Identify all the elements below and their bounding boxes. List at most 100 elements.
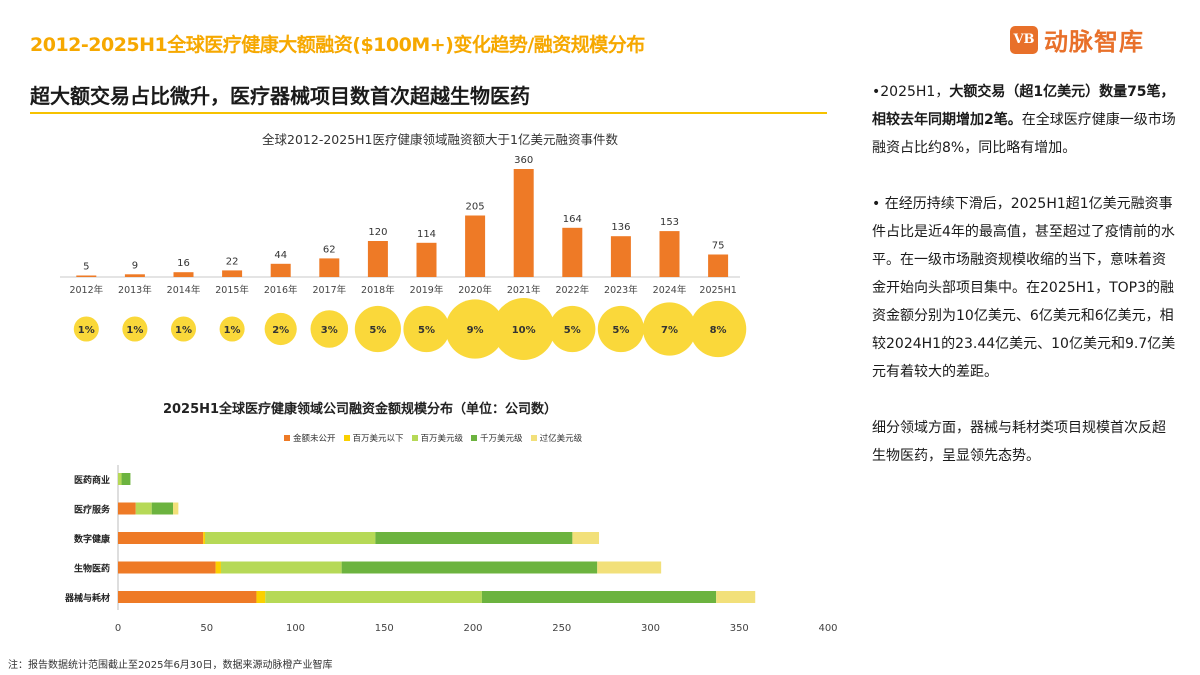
share-bubble bbox=[170, 316, 197, 342]
share-bubble bbox=[122, 316, 148, 342]
bar-value-label: 22 bbox=[226, 256, 239, 267]
share-label: 8% bbox=[710, 325, 727, 336]
share-bubble bbox=[689, 300, 747, 358]
commentary-paragraph-3: 细分领域方面，器械与耗材类项目规模首次反超生物医药，呈显领先态势。 bbox=[872, 420, 1166, 464]
bar-segment bbox=[118, 561, 216, 574]
bar bbox=[124, 274, 145, 277]
bar-segment bbox=[572, 532, 600, 544]
bar-value-label: 9 bbox=[132, 260, 138, 271]
bar-value-label: 136 bbox=[611, 222, 630, 233]
legend-label: 百万美元级 bbox=[420, 434, 464, 444]
share-label: 7% bbox=[661, 325, 678, 336]
funding-count-chart: 5 2012年 1% 9 2013年 1% 16 2014年 1% 22 2015年 1% 44 2016… bbox=[60, 155, 747, 360]
legend-label: 过亿美元级 bbox=[539, 434, 583, 444]
share-label: 1% bbox=[126, 325, 143, 336]
x-tick-label: 2021年 bbox=[507, 284, 541, 296]
share-bubble bbox=[549, 305, 596, 353]
bar-segment bbox=[597, 561, 662, 574]
share-bubble bbox=[403, 305, 450, 353]
bar-segment bbox=[121, 473, 131, 485]
x-tick-label: 2013年 bbox=[118, 284, 152, 296]
x-tick-label: 2017年 bbox=[312, 284, 346, 296]
logo-icon: VB bbox=[1010, 25, 1038, 54]
share-bubble bbox=[219, 316, 245, 342]
bar-value-label: 205 bbox=[466, 202, 485, 213]
bar-segment bbox=[215, 561, 221, 574]
bar-value-label: 16 bbox=[177, 258, 190, 269]
bar-segment bbox=[220, 561, 342, 574]
bar-segment bbox=[256, 591, 266, 603]
bar bbox=[173, 272, 194, 277]
subtitle-divider bbox=[30, 112, 827, 114]
x-tick-label: 2024年 bbox=[653, 284, 687, 296]
bar-segment bbox=[716, 591, 756, 603]
legend-item: 千万美元级 bbox=[471, 432, 523, 444]
commentary-1-lead: •2025H1， bbox=[872, 84, 950, 100]
bar-value-label: 44 bbox=[274, 250, 287, 261]
x-tick-label: 2015年 bbox=[215, 284, 249, 296]
x-tick-label: 300 bbox=[641, 623, 660, 634]
share-bubble bbox=[73, 316, 99, 342]
bar bbox=[416, 242, 437, 277]
share-bubble bbox=[597, 305, 644, 353]
legend-item: 百万美元以下 bbox=[343, 432, 404, 444]
y-category-label: 生物医药 bbox=[74, 563, 110, 575]
share-label: 2% bbox=[272, 325, 289, 336]
legend-item: 过亿美元级 bbox=[530, 432, 583, 444]
share-label: 5% bbox=[418, 325, 435, 336]
logo-text: 动脉智库 bbox=[1044, 28, 1144, 56]
bar-segment bbox=[204, 532, 376, 544]
bar-value-label: 153 bbox=[660, 217, 679, 228]
share-label: 1% bbox=[224, 325, 241, 336]
bar bbox=[562, 227, 583, 277]
bar-segment bbox=[173, 502, 179, 515]
legend-swatch bbox=[471, 435, 478, 441]
page-title: 2012-2025H1全球医疗健康大额融资($100M+)变化趋势/融资规模分布 bbox=[30, 34, 645, 56]
bar-segment bbox=[135, 502, 152, 515]
x-tick-label: 200 bbox=[463, 623, 482, 634]
bar-value-label: 120 bbox=[368, 227, 387, 238]
share-bubble bbox=[492, 298, 555, 360]
x-tick-label: 100 bbox=[286, 623, 305, 634]
x-tick-label: 250 bbox=[552, 623, 571, 634]
bar bbox=[513, 169, 534, 277]
bar-segment bbox=[203, 532, 205, 544]
chart2-title: 2025H1全球医疗健康领域公司融资金额规模分布（单位：公司数） bbox=[162, 402, 558, 417]
bar-value-label: 164 bbox=[563, 214, 582, 225]
x-tick-label: 2014年 bbox=[167, 284, 201, 296]
legend-label: 千万美元级 bbox=[480, 434, 523, 444]
share-bubble bbox=[445, 299, 505, 359]
bar-segment bbox=[118, 502, 136, 515]
legend-swatch bbox=[530, 435, 537, 441]
bar-segment bbox=[118, 591, 257, 603]
bar bbox=[222, 270, 243, 277]
share-bubble bbox=[642, 302, 697, 356]
footnote: 注：报告数据统计范围截止至2025年6月30日，数据来源动脉橙产业智库 bbox=[8, 660, 333, 671]
bar-value-label: 114 bbox=[417, 229, 436, 240]
x-tick-label: 2023年 bbox=[604, 284, 638, 296]
share-label: 10% bbox=[512, 325, 536, 336]
share-label: 5% bbox=[369, 325, 386, 336]
share-bubble bbox=[310, 310, 349, 348]
bar-segment bbox=[118, 473, 122, 485]
commentary-1-tail: 在全球医疗健康一级市场融资占比约8%，同比略有增加。 bbox=[872, 112, 1176, 156]
bar-segment bbox=[265, 591, 482, 603]
x-tick-label: 2020年 bbox=[458, 284, 492, 296]
legend-item: 百万美元级 bbox=[411, 432, 464, 444]
y-category-label: 医药商业 bbox=[74, 474, 110, 486]
share-label: 1% bbox=[175, 325, 192, 336]
y-category-label: 医疗服务 bbox=[74, 504, 111, 516]
bar bbox=[610, 236, 631, 277]
share-label: 5% bbox=[564, 325, 581, 336]
page-subtitle: 超大额交易占比微升，医疗器械项目数首次超越生物医药 bbox=[30, 84, 530, 108]
share-label: 1% bbox=[78, 325, 95, 336]
funding-scale-chart: 0 50 100 150 200 250 300 350 400 医药商业医疗服务数字健康生物医药… bbox=[64, 465, 838, 634]
bar bbox=[319, 258, 340, 277]
bar bbox=[659, 231, 680, 277]
legend-label: 百万美元以下 bbox=[352, 434, 404, 444]
legend-swatch bbox=[284, 435, 290, 441]
commentary-paragraph-1: •2025H1，大额交易（超1亿美元）数量75笔，相较去年同期增加2笔。在全球医… bbox=[872, 78, 1176, 162]
x-tick-label: 350 bbox=[730, 623, 749, 634]
x-tick-label: 50 bbox=[200, 623, 213, 634]
bar-value-label: 5 bbox=[83, 262, 89, 273]
